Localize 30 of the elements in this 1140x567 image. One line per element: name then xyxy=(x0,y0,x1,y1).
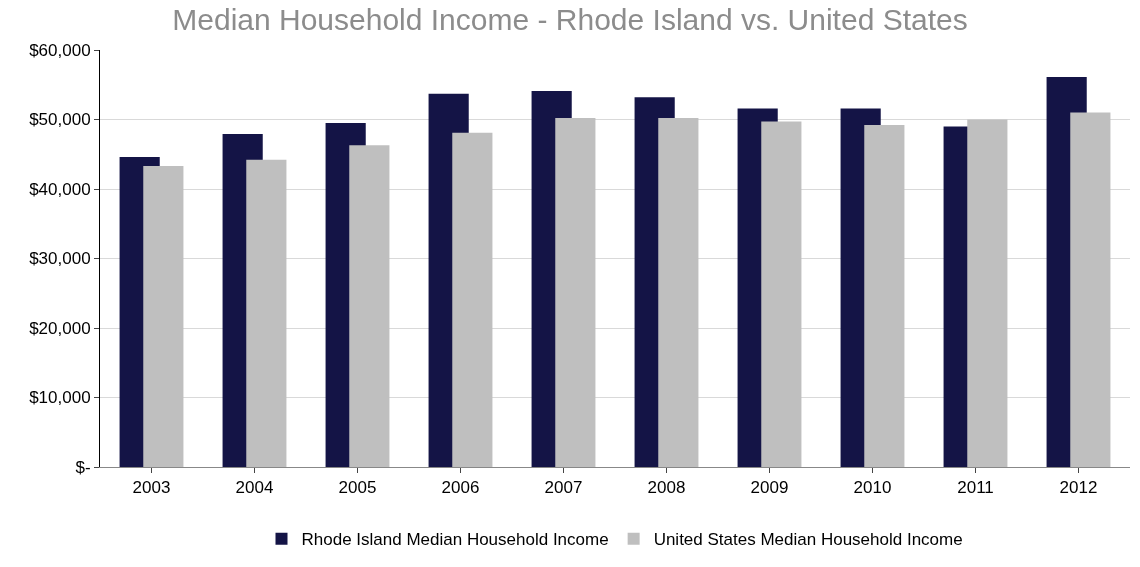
y-tick-label: $30,000 xyxy=(29,249,91,269)
y-tick-label: $10,000 xyxy=(29,388,91,408)
legend-label: Rhode Island Median Household Income xyxy=(301,530,609,550)
bar xyxy=(143,166,184,467)
x-tick-label: 2009 xyxy=(750,478,789,498)
bar xyxy=(658,118,699,467)
y-tick-label: $20,000 xyxy=(29,318,91,338)
x-tick-label: 2006 xyxy=(441,478,480,498)
bar xyxy=(761,121,802,467)
y-tick-label: $50,000 xyxy=(29,110,91,130)
x-tick-label: 2010 xyxy=(853,478,892,498)
bar xyxy=(967,119,1008,467)
bar xyxy=(1070,112,1111,467)
x-tick-label: 2007 xyxy=(544,478,583,498)
legend-label: United States Median Household Income xyxy=(653,530,963,550)
bar xyxy=(349,145,390,467)
x-tick-label: 2003 xyxy=(132,478,171,498)
y-tick-label: $- xyxy=(75,457,91,477)
x-tick-label: 2004 xyxy=(235,478,274,498)
y-tick-label: $40,000 xyxy=(29,179,91,199)
bar xyxy=(246,159,287,467)
chart-title: Median Household Income - Rhode Island vs. United States xyxy=(172,2,968,36)
y-tick-label: $60,000 xyxy=(29,40,91,60)
bar xyxy=(555,118,596,467)
x-tick-label: 2008 xyxy=(647,478,686,498)
bar xyxy=(864,125,905,467)
x-tick-label: 2012 xyxy=(1059,478,1098,498)
x-tick-label: 2005 xyxy=(338,478,377,498)
x-tick-label: 2011 xyxy=(957,478,994,498)
bar xyxy=(452,132,493,467)
